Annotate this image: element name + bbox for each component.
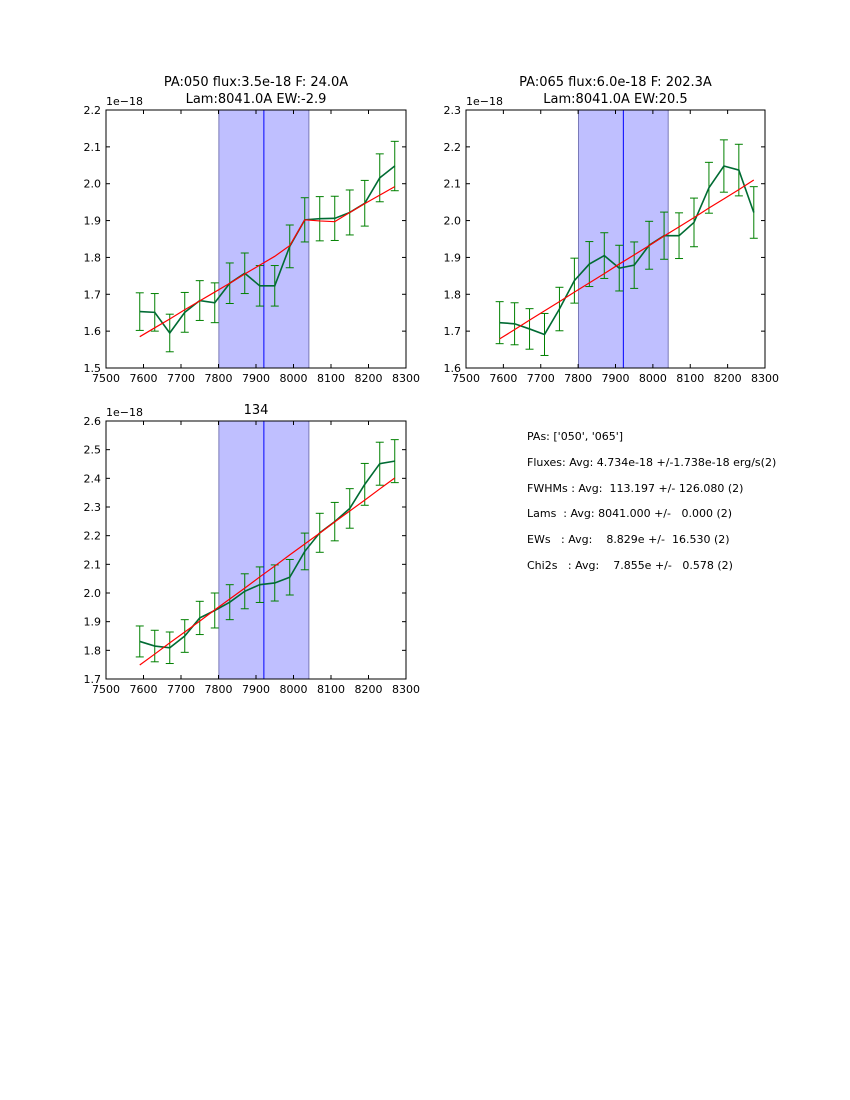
stats-fluxes: Fluxes: Avg: 4.734e-18 +/-1.738e-18 erg/…	[527, 455, 777, 469]
y-tick-label: 1.9	[84, 215, 102, 228]
y-tick-label: 2.5	[84, 444, 102, 457]
plot-title: PA:065 flux:6.0e-18 F: 202.3A	[519, 75, 712, 90]
stats-panel: PAs: ['050', '065'] Fluxes: Avg: 4.734e-…	[527, 430, 776, 585]
stats-chi2s: Chi2s : Avg: 7.855e +/- 0.578 (2)	[527, 558, 733, 572]
x-tick-label: 8100	[676, 372, 704, 385]
data-line	[139, 460, 395, 649]
y-tick-label: 2.0	[84, 178, 102, 191]
y-tick-label: 2.1	[84, 558, 102, 571]
y-tick-label: 2.6	[84, 415, 102, 428]
x-tick-label: 8000	[280, 683, 308, 696]
y-tick-label: 1.7	[84, 673, 102, 686]
x-tick-label: 8200	[355, 683, 383, 696]
x-tick-label: 7700	[167, 683, 195, 696]
y-tick-label: 2.1	[84, 141, 102, 154]
y-tick-label: 2.4	[84, 472, 102, 485]
x-tick-label: 8100	[317, 372, 345, 385]
y-tick-label: 1.9	[444, 251, 462, 264]
offset-label: 1e−18	[106, 95, 143, 108]
x-tick-label: 7600	[130, 683, 158, 696]
x-tick-label: 8300	[392, 372, 420, 385]
x-tick-label: 8200	[355, 372, 383, 385]
subplot-3: 7500 7600 7700 7800 7900 8000 8100 8200 8300 1.7 1…	[84, 403, 421, 696]
y-tick-label: 2.0	[444, 215, 462, 228]
data-line	[499, 165, 755, 336]
plot-title: PA:050 flux:3.5e-18 F: 24.0A	[164, 75, 348, 90]
x-tick-label: 8100	[317, 683, 345, 696]
stats-ews: EWs : Avg: 8.829e +/- 16.530 (2)	[527, 533, 730, 547]
fit-line	[139, 477, 396, 666]
y-tick-label: 1.8	[444, 288, 462, 301]
x-tick-label: 8000	[280, 372, 308, 385]
x-tick-label: 7500	[452, 372, 480, 385]
y-tick-label: 2.2	[84, 530, 102, 543]
y-tick-label: 1.9	[84, 616, 102, 629]
x-tick-label: 7500	[92, 683, 120, 696]
x-tick-label: 7900	[242, 372, 270, 385]
subplot-1: 7500 7600 7700 7800 7900 8000 8100 8200 8300 1.5 1…	[84, 75, 421, 385]
stats-fwhms: FWHMs : Avg: 113.197 +/- 126.080 (2)	[527, 481, 744, 495]
y-tick-label: 2.2	[84, 104, 102, 117]
x-tick-label: 7700	[527, 372, 555, 385]
x-tick-label: 7700	[167, 372, 195, 385]
offset-label: 1e−18	[106, 406, 143, 419]
y-tick-label: 1.6	[444, 362, 462, 375]
fit-line	[139, 186, 396, 338]
plot-title: Lam:8041.0A EW:20.5	[543, 92, 687, 107]
y-tick-label: 2.2	[444, 141, 462, 154]
plot-title: 134	[244, 403, 269, 418]
x-tick-label: 7800	[564, 372, 592, 385]
stats-lams: Lams : Avg: 8041.000 +/- 0.000 (2)	[527, 507, 733, 521]
subplot-2: 7500 7600 7700 7800 7900 8000 8100 8200 8300 1.6 1…	[444, 75, 780, 385]
y-tick-label: 2.3	[444, 104, 462, 117]
y-tick-label: 1.6	[84, 325, 102, 338]
x-tick-label: 8200	[714, 372, 742, 385]
y-tick-label: 2.0	[84, 587, 102, 600]
y-tick-label: 1.5	[84, 362, 102, 375]
x-tick-label: 8300	[392, 683, 420, 696]
y-tick-label: 1.8	[84, 251, 102, 264]
x-tick-label: 8000	[639, 372, 667, 385]
y-tick-label: 1.7	[84, 288, 102, 301]
x-tick-label: 7600	[130, 372, 158, 385]
plot-title: Lam:8041.0A EW:-2.9	[186, 92, 327, 107]
x-tick-label: 7600	[489, 372, 517, 385]
stats-pas: PAs: ['050', '065']	[527, 430, 624, 443]
x-tick-label: 7800	[205, 683, 233, 696]
y-tick-label: 2.3	[84, 501, 102, 514]
y-tick-label: 1.8	[84, 644, 102, 657]
y-tick-label: 2.1	[444, 178, 462, 191]
x-tick-label: 7900	[242, 683, 270, 696]
x-tick-label: 8300	[751, 372, 779, 385]
offset-label: 1e−18	[466, 95, 503, 108]
x-tick-label: 7800	[205, 372, 233, 385]
x-tick-label: 7500	[92, 372, 120, 385]
y-tick-label: 1.7	[444, 325, 462, 338]
fit-line	[499, 179, 755, 340]
x-tick-label: 7900	[602, 372, 630, 385]
